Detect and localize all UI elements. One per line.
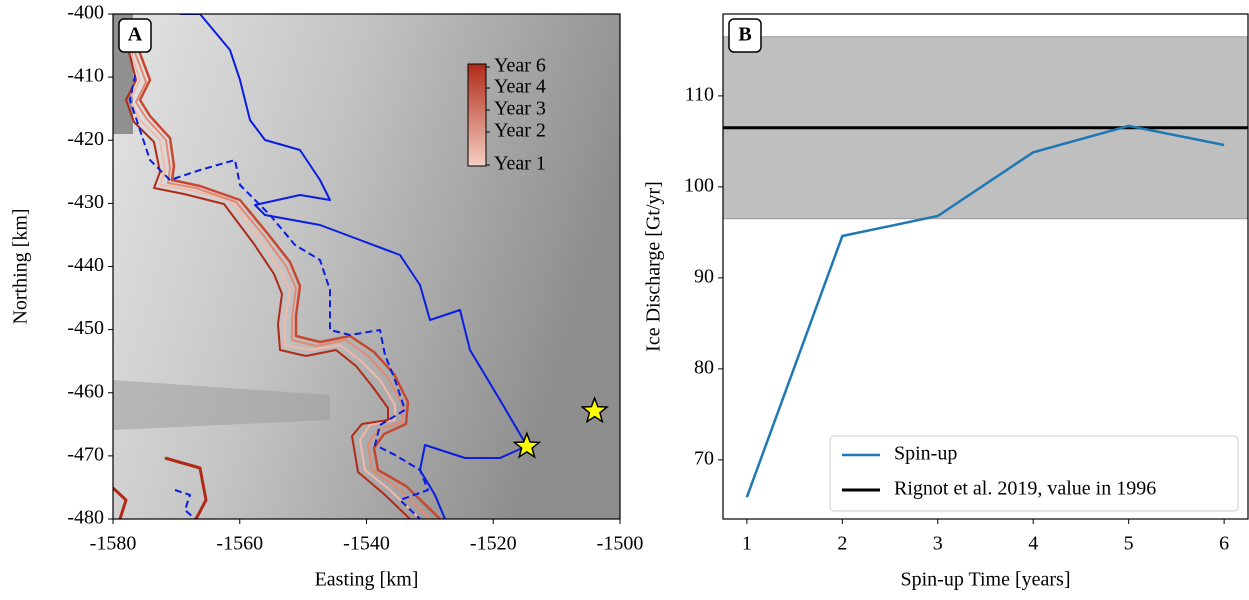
y-tick-label: -410 [67, 65, 104, 87]
x-tick-label: 6 [1219, 533, 1229, 555]
y-tick-label: -400 [67, 2, 104, 24]
y-tick-label: -430 [67, 191, 104, 213]
x-tick-label: 5 [1124, 533, 1134, 555]
legend-label: Rignot et al. 2019, value in 1996 [894, 478, 1156, 500]
x-tick-label: -1540 [343, 533, 390, 555]
x-axis-label: Spin-up Time [years] [901, 569, 1071, 591]
colorbar-label: Year 4 [494, 76, 546, 98]
legend-box [829, 435, 1239, 512]
y-tick-label: 70 [694, 447, 714, 469]
y-tick-label: -480 [67, 507, 104, 529]
legend-label: Spin-up [894, 443, 957, 465]
x-axis-label: Easting [km] [315, 569, 419, 591]
x-tick-label: -1520 [470, 533, 517, 555]
y-tick-label: 100 [684, 174, 714, 196]
x-tick-label: 1 [742, 533, 752, 555]
panel-label: A [128, 24, 143, 46]
x-tick-label: -1500 [597, 533, 644, 555]
y-tick-label: 110 [685, 83, 714, 105]
y-axis-label: Northing [km] [10, 208, 32, 324]
y-tick-label: 90 [694, 265, 714, 287]
y-tick-label: -460 [67, 380, 104, 402]
panel-label: B [738, 24, 751, 46]
axes-frame [722, 13, 1249, 520]
y-tick-label: 80 [694, 356, 714, 378]
panel-label-box [118, 18, 152, 53]
y-tick-label: -420 [67, 128, 104, 150]
x-tick-label: 4 [1028, 533, 1038, 555]
colorbar-label: Year 2 [494, 120, 546, 142]
colorbar-label: Year 3 [494, 98, 546, 120]
colorbar [467, 63, 487, 167]
map-image [113, 14, 620, 519]
y-axis-label: Ice Discharge [Gt/yr] [643, 181, 665, 352]
y-tick-label: -440 [67, 254, 104, 276]
y-tick-label: -450 [67, 317, 104, 339]
x-tick-label: 2 [837, 533, 847, 555]
line-series [745, 124, 1225, 498]
y-tick-label: -470 [67, 443, 104, 465]
x-tick-label: 3 [933, 533, 943, 555]
x-tick-label: -1560 [216, 533, 263, 555]
colorbar-label: Year 6 [494, 55, 546, 77]
colorbar-label: Year 1 [494, 153, 546, 175]
x-tick-label: -1580 [90, 533, 137, 555]
star-marker [580, 395, 609, 424]
panel-label-box [728, 18, 762, 53]
star-marker [512, 431, 542, 459]
